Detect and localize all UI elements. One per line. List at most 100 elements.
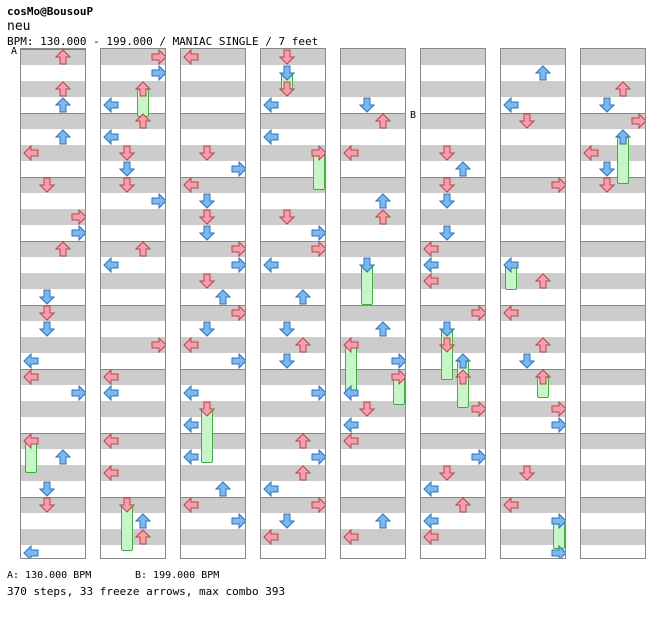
measure-line (101, 177, 165, 178)
left-arrow-icon (423, 481, 439, 497)
left-arrow-icon (343, 385, 359, 401)
down-arrow-icon (199, 193, 215, 209)
left-arrow-icon (583, 145, 599, 161)
down-arrow-icon (519, 113, 535, 129)
up-arrow-icon (615, 129, 631, 145)
left-arrow-icon (263, 529, 279, 545)
measure-line (341, 433, 405, 434)
right-arrow-icon (231, 305, 245, 321)
measure-line (21, 113, 85, 114)
left-arrow-icon (103, 97, 119, 113)
left-arrow-icon (183, 497, 199, 513)
down-arrow-icon (279, 65, 295, 81)
measure-line (101, 497, 165, 498)
down-arrow-icon (199, 273, 215, 289)
left-arrow-icon (423, 241, 439, 257)
left-arrow-icon (23, 145, 39, 161)
down-arrow-icon (199, 401, 215, 417)
up-arrow-icon (55, 97, 71, 113)
bpm-marker-a: A (11, 46, 18, 57)
up-arrow-icon (535, 273, 551, 289)
right-arrow-icon (231, 241, 245, 257)
left-arrow-icon (263, 129, 279, 145)
measure-line (181, 113, 245, 114)
measure-line (21, 241, 85, 242)
down-arrow-icon (439, 337, 455, 353)
down-arrow-icon (199, 225, 215, 241)
right-arrow-icon (151, 65, 165, 81)
down-arrow-icon (39, 289, 55, 305)
measure-line (581, 177, 645, 178)
down-arrow-icon (279, 353, 295, 369)
right-arrow-icon (311, 225, 325, 241)
right-arrow-icon (231, 353, 245, 369)
down-arrow-icon (199, 209, 215, 225)
up-arrow-icon (295, 465, 311, 481)
measure-line (101, 433, 165, 434)
up-arrow-icon (375, 113, 391, 129)
measure-line (421, 241, 485, 242)
measure-line (421, 497, 485, 498)
up-arrow-icon (535, 337, 551, 353)
left-arrow-icon (103, 465, 119, 481)
song-artist: cosMo@BousouP (7, 5, 94, 18)
left-arrow-icon (423, 513, 439, 529)
left-arrow-icon (263, 481, 279, 497)
left-arrow-icon (23, 369, 39, 385)
left-arrow-icon (263, 97, 279, 113)
freeze-arrow (201, 409, 213, 463)
left-arrow-icon (103, 385, 119, 401)
up-arrow-icon (135, 513, 151, 529)
measure-line (181, 433, 245, 434)
up-arrow-icon (295, 337, 311, 353)
right-arrow-icon (71, 225, 85, 241)
right-arrow-icon (231, 257, 245, 273)
up-arrow-icon (55, 449, 71, 465)
measure-line (181, 177, 245, 178)
up-arrow-icon (215, 289, 231, 305)
left-arrow-icon (183, 337, 199, 353)
measure-line (581, 497, 645, 498)
measure-line (581, 305, 645, 306)
chart-column (420, 48, 486, 559)
down-arrow-icon (599, 161, 615, 177)
left-arrow-icon (103, 433, 119, 449)
right-arrow-icon (231, 513, 245, 529)
chart-column (180, 48, 246, 559)
down-arrow-icon (439, 321, 455, 337)
measure-line (421, 305, 485, 306)
left-arrow-icon (103, 129, 119, 145)
measure-line (181, 305, 245, 306)
left-arrow-icon (503, 97, 519, 113)
left-arrow-icon (343, 529, 359, 545)
measure-line (501, 433, 565, 434)
down-arrow-icon (439, 465, 455, 481)
up-arrow-icon (535, 369, 551, 385)
right-arrow-icon (551, 513, 565, 529)
measure-line (501, 177, 565, 178)
right-arrow-icon (311, 385, 325, 401)
right-arrow-icon (551, 417, 565, 433)
left-arrow-icon (503, 305, 519, 321)
down-arrow-icon (119, 161, 135, 177)
left-arrow-icon (23, 353, 39, 369)
up-arrow-icon (135, 81, 151, 97)
left-arrow-icon (343, 417, 359, 433)
bpm-change-line (421, 113, 485, 114)
down-arrow-icon (359, 257, 375, 273)
down-arrow-icon (519, 353, 535, 369)
measure-line (261, 369, 325, 370)
right-arrow-icon (551, 545, 565, 558)
right-arrow-icon (551, 401, 565, 417)
down-arrow-icon (439, 225, 455, 241)
down-arrow-icon (39, 177, 55, 193)
up-arrow-icon (375, 513, 391, 529)
measure-line (181, 369, 245, 370)
down-arrow-icon (39, 321, 55, 337)
right-arrow-icon (311, 241, 325, 257)
up-arrow-icon (375, 321, 391, 337)
measure-line (181, 497, 245, 498)
right-arrow-icon (471, 449, 485, 465)
right-arrow-icon (71, 385, 85, 401)
measure-line (341, 305, 405, 306)
